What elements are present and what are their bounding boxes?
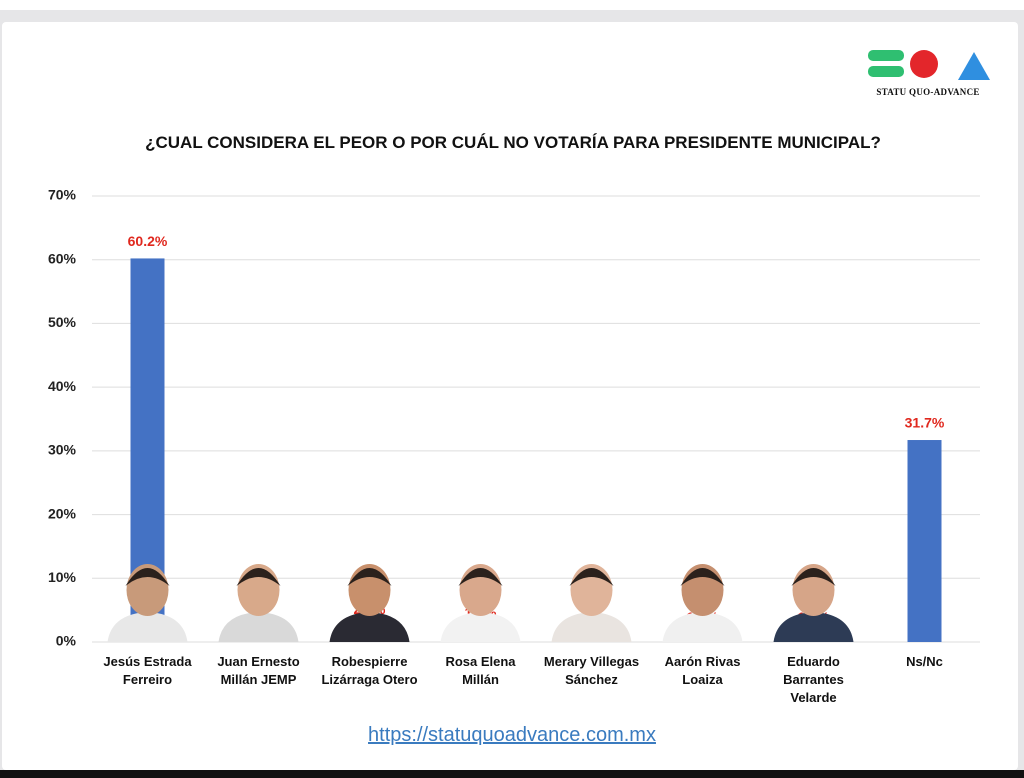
x-tick-label: Jesús Estrada Ferreiro bbox=[103, 654, 192, 687]
y-tick-label: 20% bbox=[48, 505, 77, 521]
x-tick-label: Juan Ernesto Millán JEMP bbox=[217, 654, 300, 687]
y-tick-label: 30% bbox=[48, 442, 77, 458]
shoulders bbox=[440, 612, 521, 642]
x-tick-label: Aarón Rivas Loaiza bbox=[664, 654, 741, 687]
hair bbox=[458, 568, 503, 586]
y-tick-label: 0% bbox=[56, 633, 77, 649]
hair bbox=[125, 568, 170, 586]
candidate-photo bbox=[107, 564, 188, 642]
source-url[interactable]: https://statuquoadvance.com.mx bbox=[368, 724, 656, 746]
x-tick-label: Ns/Nc bbox=[906, 654, 943, 669]
hair bbox=[347, 568, 392, 586]
logo-text: STATU QUO-ADVANCE bbox=[876, 87, 980, 97]
y-tick-label: 40% bbox=[48, 378, 77, 394]
y-tick-label: 50% bbox=[48, 314, 77, 330]
value-label: 60.2% bbox=[128, 233, 168, 249]
hair bbox=[680, 568, 725, 586]
shoulders bbox=[107, 612, 188, 642]
shoulders bbox=[662, 612, 743, 642]
candidate-photo bbox=[218, 564, 299, 642]
x-tick-label: Merary Villegas Sánchez bbox=[543, 654, 640, 687]
bar bbox=[907, 440, 942, 642]
x-tick-label: Robespierre Lizárraga Otero bbox=[321, 654, 418, 687]
shoulders bbox=[329, 612, 410, 642]
x-tick-label: Rosa Elena Millán bbox=[445, 654, 516, 687]
candidate-photo bbox=[662, 564, 743, 642]
candidate-photo bbox=[551, 564, 632, 642]
shoulders bbox=[551, 612, 632, 642]
previous-card bbox=[0, 0, 1024, 10]
value-label: 31.7% bbox=[905, 415, 945, 431]
candidate-photo bbox=[773, 564, 854, 642]
bottom-edge bbox=[0, 770, 1024, 778]
hair bbox=[569, 568, 614, 586]
y-tick-label: 60% bbox=[48, 250, 77, 266]
chart-title: ¿CUAL CONSIDERA EL PEOR O POR CUÁL NO VO… bbox=[145, 133, 881, 152]
y-tick-label: 10% bbox=[48, 569, 77, 585]
hair bbox=[791, 568, 836, 586]
y-tick-label: 70% bbox=[48, 187, 77, 203]
shoulders bbox=[218, 612, 299, 642]
x-tick-label: Eduardo Barrantes Velarde bbox=[783, 654, 844, 705]
shoulders bbox=[773, 612, 854, 642]
candidate-photo bbox=[440, 564, 521, 642]
logo-mark bbox=[868, 50, 990, 80]
hair bbox=[236, 568, 281, 586]
candidate-photo bbox=[329, 564, 410, 642]
